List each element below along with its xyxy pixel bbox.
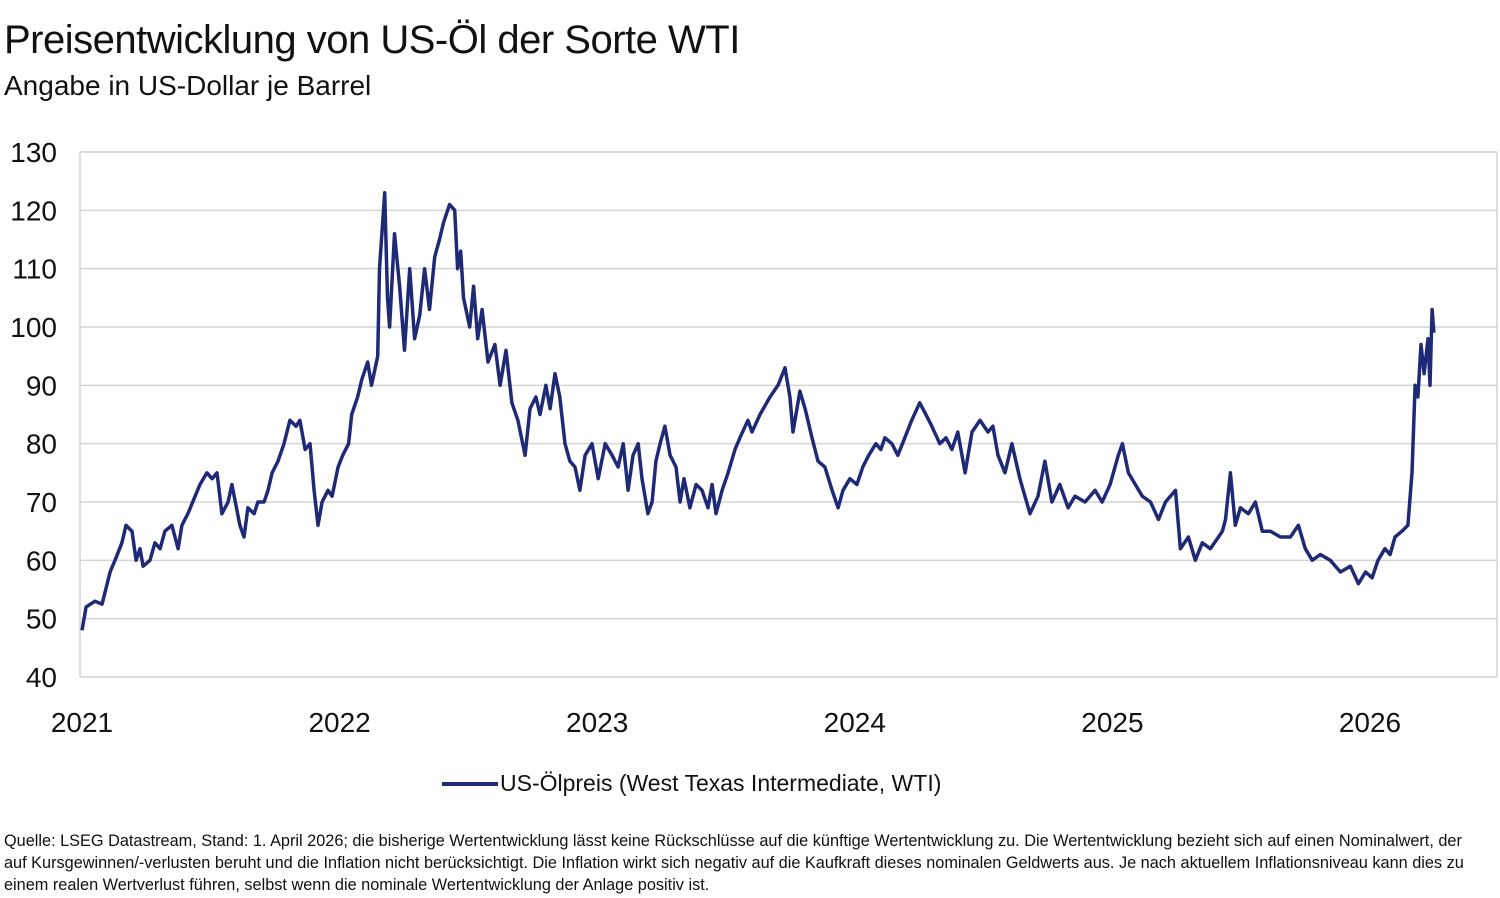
line-chart: 40 50 60 70 80 90 100 110 120 130 2021 2022 2023 202… (10, 137, 1498, 738)
y-tick-label: 130 (10, 137, 57, 168)
y-tick-label: 120 (10, 195, 57, 226)
wti-price-line (80, 191, 1436, 631)
y-tick-label: 100 (10, 312, 57, 343)
y-tick-label: 70 (26, 487, 57, 518)
chart-title: Preisentwicklung von US-Öl der Sorte WTI (4, 18, 740, 62)
x-tick-label: 2026 (1339, 707, 1401, 738)
legend-label: US-Ölpreis (West Texas Intermediate, WTI… (500, 770, 942, 796)
x-tick-label: 2022 (308, 707, 370, 738)
y-tick-label: 60 (26, 545, 57, 576)
source-note: Quelle: LSEG Datastream, Stand: 1. April… (4, 832, 1464, 894)
x-tick-label: 2024 (824, 707, 886, 738)
y-tick-label: 40 (26, 662, 57, 693)
x-tick-label: 2025 (1081, 707, 1143, 738)
chart-subtitle: Angabe in US-Dollar je Barrel (4, 70, 372, 101)
y-tick-label: 110 (12, 254, 57, 285)
y-tick-label: 50 (26, 604, 57, 635)
y-tick-label: 90 (26, 370, 57, 401)
y-tick-label: 80 (26, 429, 57, 460)
legend-swatch (442, 781, 498, 786)
x-tick-label: 2023 (566, 707, 628, 738)
legend: US-Ölpreis (West Texas Intermediate, WTI… (442, 770, 941, 797)
x-tick-label: 2021 (51, 707, 113, 738)
